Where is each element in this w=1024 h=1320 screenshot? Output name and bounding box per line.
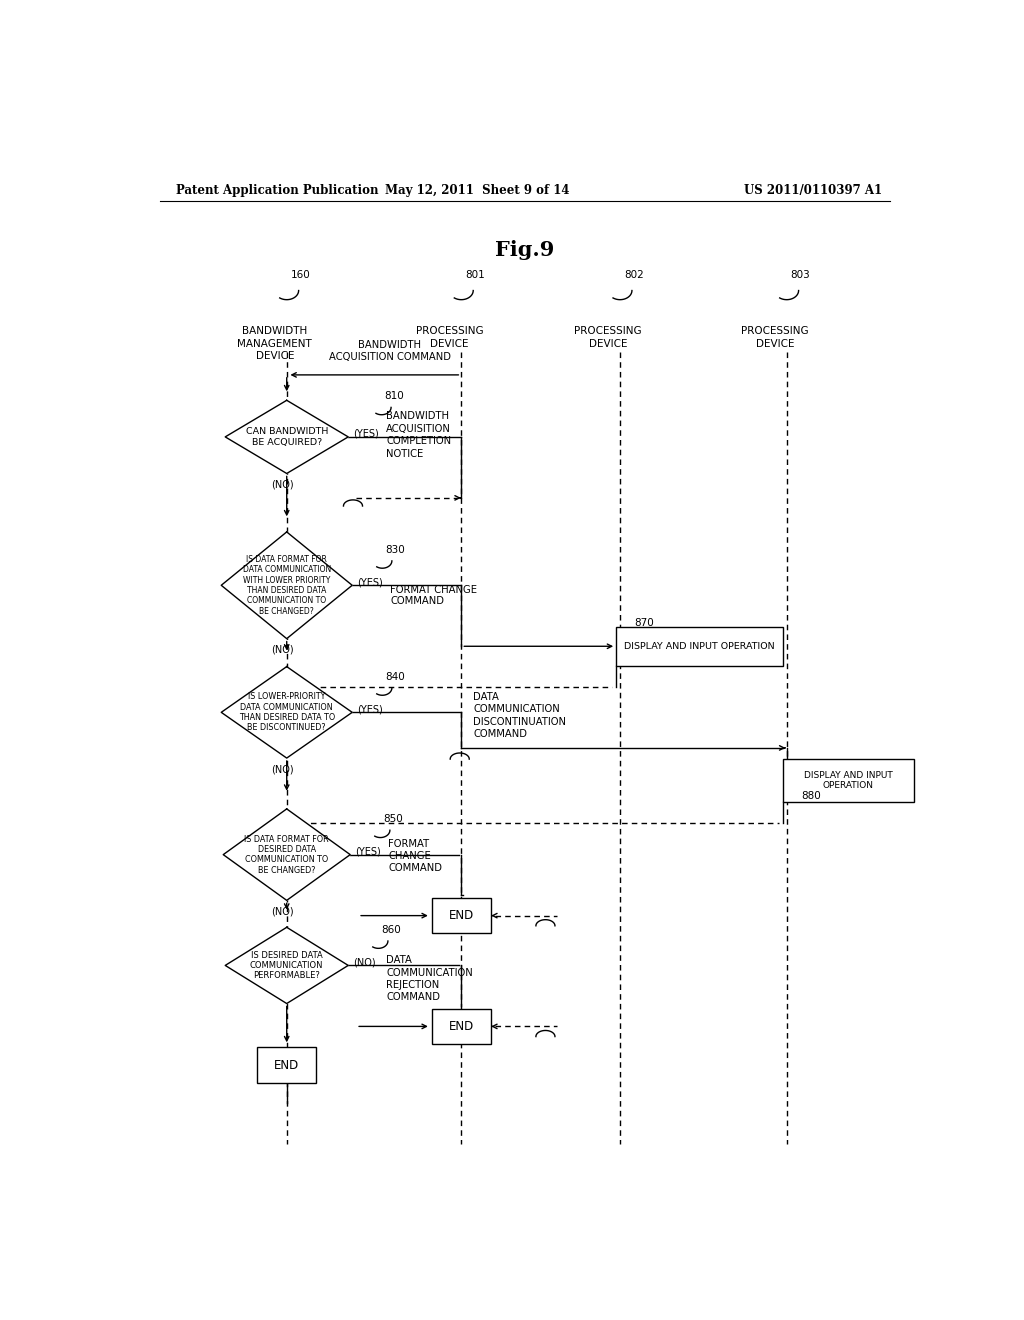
Text: 810: 810 [384,391,403,401]
Polygon shape [221,667,352,758]
Text: Patent Application Publication: Patent Application Publication [176,185,378,198]
Text: 160: 160 [291,271,310,280]
Text: (YES): (YES) [355,846,381,857]
Text: END: END [274,1059,299,1072]
Text: IS DATA FORMAT FOR
DESIRED DATA
COMMUNICATION TO
BE CHANGED?: IS DATA FORMAT FOR DESIRED DATA COMMUNIC… [245,834,329,875]
Text: CAN BANDWIDTH
BE ACQUIRED?: CAN BANDWIDTH BE ACQUIRED? [246,428,328,446]
FancyBboxPatch shape [431,898,492,933]
FancyBboxPatch shape [782,759,913,801]
Text: 860: 860 [382,925,401,935]
Text: FORMAT
CHANGE
COMMAND: FORMAT CHANGE COMMAND [388,840,442,873]
Text: END: END [449,909,474,923]
Text: BANDWIDTH
MANAGEMENT
DEVICE: BANDWIDTH MANAGEMENT DEVICE [238,326,312,360]
FancyBboxPatch shape [616,627,782,665]
Polygon shape [223,809,350,900]
Text: IS DATA FORMAT FOR
DATA COMMUNICATION
WITH LOWER PRIORITY
THAN DESIRED DATA
COMM: IS DATA FORMAT FOR DATA COMMUNICATION WI… [243,554,331,616]
Text: PROCESSING
DEVICE: PROCESSING DEVICE [416,326,483,348]
Polygon shape [225,400,348,474]
FancyBboxPatch shape [257,1047,316,1082]
Text: DISPLAY AND INPUT
OPERATION: DISPLAY AND INPUT OPERATION [804,771,893,791]
Text: IS LOWER-PRIORITY
DATA COMMUNICATION
THAN DESIRED DATA TO
BE DISCONTINUED?: IS LOWER-PRIORITY DATA COMMUNICATION THA… [239,692,335,733]
Text: DATA
COMMUNICATION
REJECTION
COMMAND: DATA COMMUNICATION REJECTION COMMAND [386,956,473,1002]
Text: 840: 840 [385,672,406,682]
Text: US 2011/0110397 A1: US 2011/0110397 A1 [743,185,882,198]
Text: FORMAT CHANGE
COMMAND: FORMAT CHANGE COMMAND [390,585,477,606]
Text: PROCESSING
DEVICE: PROCESSING DEVICE [741,326,809,348]
Text: 880: 880 [801,791,820,801]
Text: (YES): (YES) [353,429,379,438]
Text: DATA
COMMUNICATION
DISCONTINUATION
COMMAND: DATA COMMUNICATION DISCONTINUATION COMMA… [473,692,566,739]
Text: BANDWIDTH
ACQUISITION
COMPLETION
NOTICE: BANDWIDTH ACQUISITION COMPLETION NOTICE [386,412,452,458]
Text: 803: 803 [791,271,810,280]
Text: PROCESSING
DEVICE: PROCESSING DEVICE [574,326,642,348]
Text: 830: 830 [385,545,406,554]
Text: 870: 870 [634,618,654,628]
Text: Fig.9: Fig.9 [496,240,554,260]
Text: May 12, 2011  Sheet 9 of 14: May 12, 2011 Sheet 9 of 14 [385,185,569,198]
FancyBboxPatch shape [431,1008,492,1044]
Text: IS DESIRED DATA
COMMUNICATION
PERFORMABLE?: IS DESIRED DATA COMMUNICATION PERFORMABL… [250,950,324,981]
Text: (NO): (NO) [271,644,294,655]
Text: 850: 850 [384,814,403,824]
Text: DISPLAY AND INPUT OPERATION: DISPLAY AND INPUT OPERATION [624,642,775,651]
Text: (NO): (NO) [271,907,294,916]
Text: (NO): (NO) [271,479,294,490]
Text: END: END [449,1020,474,1034]
Text: BANDWIDTH
ACQUISITION COMMAND: BANDWIDTH ACQUISITION COMMAND [329,341,451,362]
Text: (NO): (NO) [271,764,294,774]
Polygon shape [225,928,348,1003]
Text: (YES): (YES) [357,577,383,587]
Polygon shape [221,532,352,639]
Text: 801: 801 [465,271,485,280]
Text: (NO): (NO) [353,957,376,968]
Text: (YES): (YES) [357,705,383,714]
Text: 802: 802 [624,271,644,280]
